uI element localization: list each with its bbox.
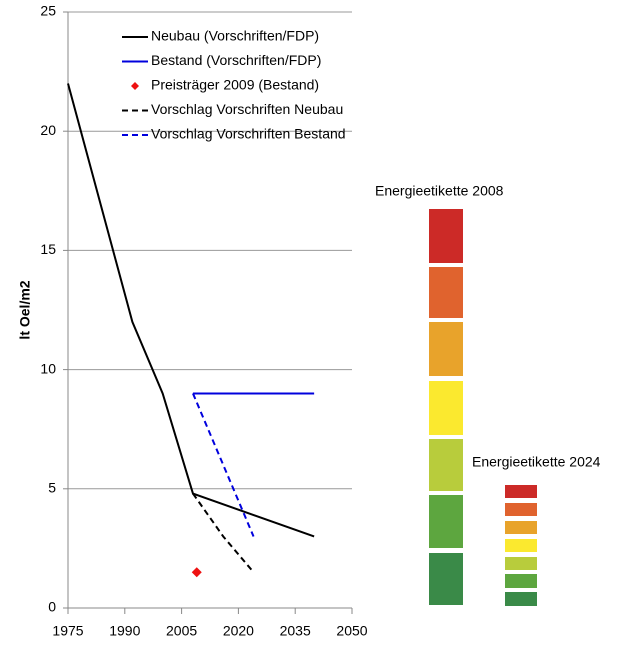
point — [191, 567, 202, 578]
legend-label: Vorschlag Vorschriften Bestand — [151, 126, 346, 142]
y-tick-label: 0 — [48, 599, 56, 615]
legend-label: Bestand (Vorschriften/FDP) — [151, 52, 321, 68]
x-tick-label: 2020 — [223, 623, 254, 639]
legend-marker — [131, 82, 139, 90]
x-tick-label: 2050 — [336, 623, 367, 639]
y-axis-label: lt Oel/m2 — [17, 280, 33, 339]
legend-label: Vorschlag Vorschriften Neubau — [151, 101, 343, 117]
y-tick-label: 20 — [40, 122, 56, 138]
y-tick-label: 25 — [40, 3, 56, 19]
x-tick-label: 2035 — [280, 623, 311, 639]
y-tick-label: 5 — [48, 480, 56, 496]
y-tick-label: 10 — [40, 360, 56, 376]
line — [67, 83, 315, 538]
x-tick-label: 1975 — [52, 623, 83, 639]
y-tick-label: 15 — [40, 241, 56, 257]
x-tick-label: 1990 — [109, 623, 140, 639]
line — [192, 492, 255, 573]
legend-label: Preisträger 2009 (Bestand) — [151, 77, 319, 93]
legend-label: Neubau (Vorschriften/FDP) — [151, 28, 319, 44]
annotation: Energieetikette 2008 — [375, 183, 504, 199]
x-tick-label: 2005 — [166, 623, 197, 639]
line — [192, 393, 255, 537]
annotation: Energieetikette 2024 — [472, 454, 601, 470]
energy-label-2008 — [429, 209, 463, 605]
energy-label-2024 — [505, 485, 537, 606]
